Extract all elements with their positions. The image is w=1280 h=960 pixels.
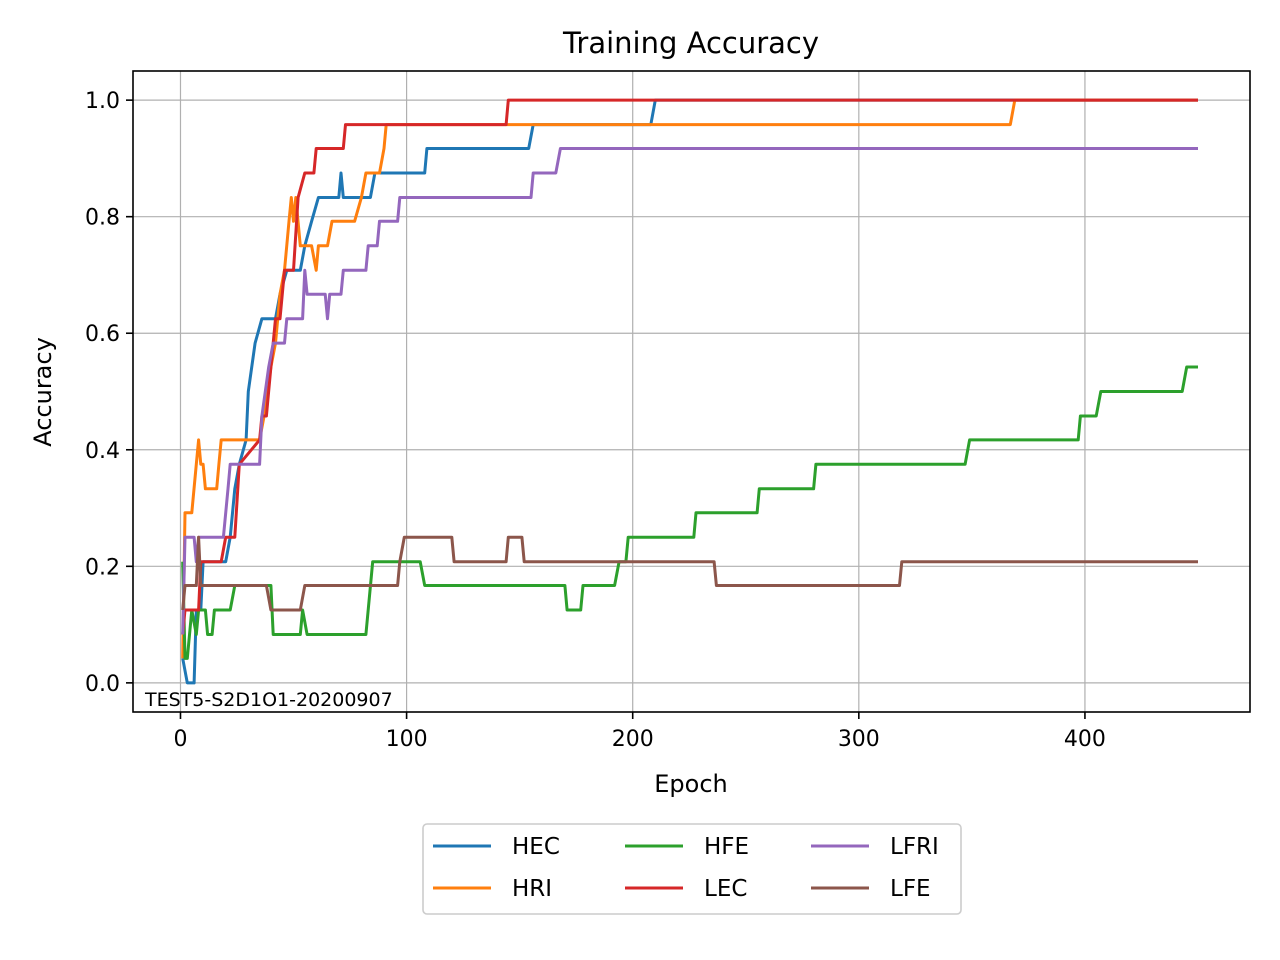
y-tick-label: 0.8 [85,206,120,231]
x-axis-label: Epoch [654,770,728,798]
legend-box [422,823,962,915]
chart-title: Training Accuracy [562,26,819,60]
y-tick-label: 0.0 [85,672,120,697]
series-line-hec [181,98,1198,685]
x-tick-label: 400 [1064,727,1106,752]
x-axis-ticks: 0 100 200 300 400 [173,712,1106,752]
legend-label-hec: HEC [512,834,560,860]
legend-label-hri: HRI [512,876,552,902]
series-line-hri [181,98,1198,659]
y-tick-label: 0.2 [85,555,120,580]
series-line-lec [181,98,1198,635]
legend-label-lfri: LFRI [890,834,939,860]
chart-annotation: TEST5-S2D1O1-20200907 [144,689,393,711]
x-tick-label: 300 [838,727,880,752]
y-axis-label: Accuracy [29,337,57,447]
x-tick-label: 100 [386,727,428,752]
legend-label-hfe: HFE [704,834,749,860]
series-lines [181,98,1198,685]
x-tick-label: 200 [612,727,654,752]
plot-frame [132,70,1251,713]
y-axis-ticks: 0.0 0.2 0.4 0.6 0.8 1.0 [85,89,133,697]
y-tick-label: 0.4 [85,439,120,464]
y-tick-label: 0.6 [85,322,120,347]
grid-lines [133,71,1250,712]
series-line-lfri [181,147,1198,635]
x-tick-label: 0 [173,727,187,752]
series-line-lfe [181,535,1198,612]
legend-label-lec: LEC [704,876,747,902]
legend: HEC HRI HFE LEC LFRI LFE [422,823,962,915]
y-tick-label: 1.0 [85,89,120,114]
legend-label-lfe: LFE [890,876,931,902]
series-line-hfe [181,365,1198,660]
